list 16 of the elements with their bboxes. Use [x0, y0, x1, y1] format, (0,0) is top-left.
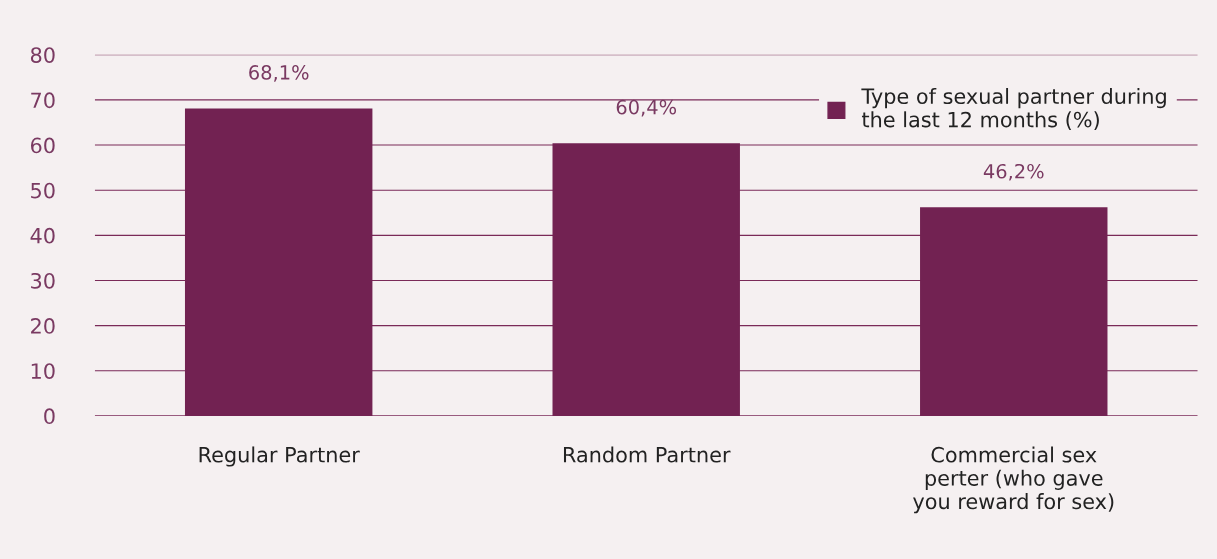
y-tick-label: 20 [31, 318, 55, 334]
y-tick-label: 0 [44, 408, 55, 425]
data-label: 46,2% [983, 163, 1044, 181]
y-tick-label: 50 [31, 182, 55, 199]
x-tick-label: Regular Partner [199, 446, 360, 467]
y-tick-label: 10 [31, 363, 55, 379]
x-tick-label: Random Partner [563, 446, 731, 463]
legend-label: Type of sexual partner during the last 12 months (%) [861, 87, 1166, 130]
x-tick-label: Commercial sex perter (who gave you reward for sex) [913, 446, 1114, 514]
y-tick-label: 80 [30, 47, 55, 63]
data-label: 68,1% [249, 65, 309, 82]
y-tick-label: 30 [31, 272, 55, 289]
y-tick-label: 60 [30, 137, 55, 154]
y-tick-label: 40 [30, 227, 55, 244]
y-tick-label: 70 [31, 92, 55, 109]
data-label: 60,4% [616, 99, 677, 117]
